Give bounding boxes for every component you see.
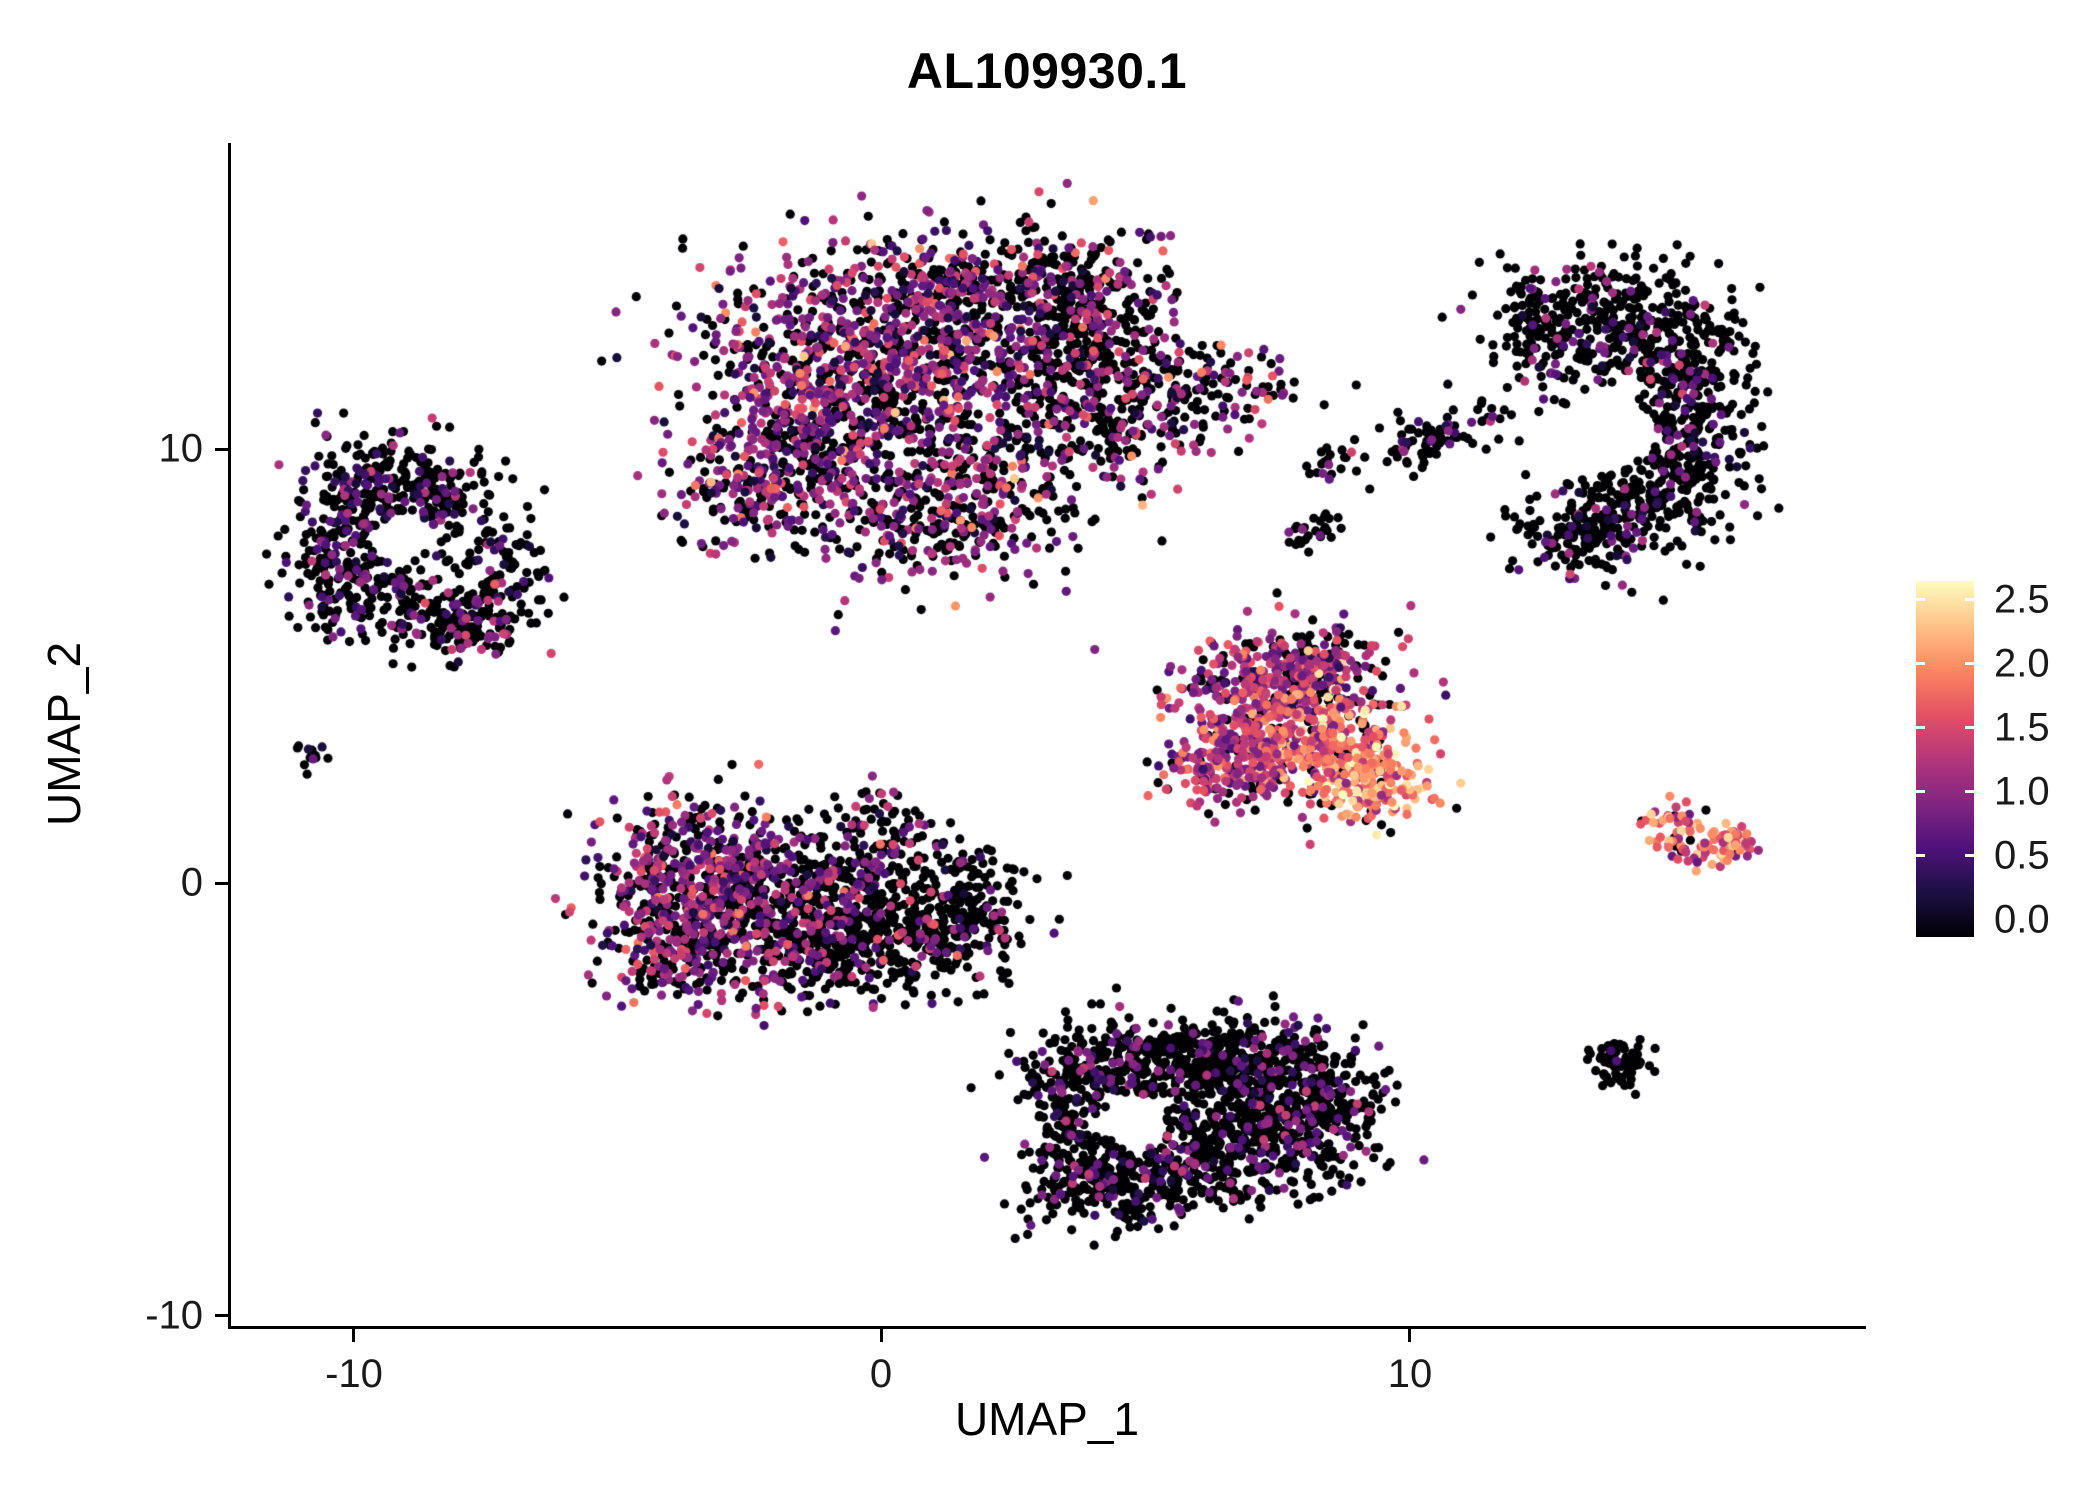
x-axis-title: UMAP_1 bbox=[954, 1393, 1140, 1445]
colorbar-tick-label: 0.0 bbox=[1994, 897, 2050, 942]
colorbar-tick-mark bbox=[1965, 598, 1974, 601]
y-tick-mark bbox=[215, 882, 228, 885]
colorbar-tick-label: 1.5 bbox=[1994, 705, 2050, 750]
x-tick-mark bbox=[880, 1329, 883, 1342]
x-tick-label: 10 bbox=[1387, 1352, 1433, 1396]
colorbar-gradient bbox=[1916, 581, 1974, 937]
y-tick-mark bbox=[215, 1314, 228, 1317]
colorbar-tick-mark bbox=[1916, 598, 1925, 601]
colorbar-tick-mark bbox=[1916, 854, 1925, 857]
y-tick-label: 0 bbox=[180, 860, 203, 905]
colorbar-tick-mark bbox=[1916, 662, 1925, 665]
colorbar-tick-mark bbox=[1965, 726, 1974, 729]
y-axis-line bbox=[228, 143, 231, 1329]
y-tick-mark bbox=[215, 448, 228, 451]
x-tick-label: 0 bbox=[869, 1352, 893, 1396]
y-axis-title: UMAP_2 bbox=[38, 641, 90, 827]
chart-title: AL109930.1 bbox=[906, 43, 1188, 99]
y-tick-label: -10 bbox=[145, 1293, 203, 1338]
colorbar-tick-mark bbox=[1965, 662, 1974, 665]
colorbar-tick-label: 2.0 bbox=[1994, 641, 2050, 686]
colorbar-tick-mark bbox=[1965, 854, 1974, 857]
x-axis-line bbox=[228, 1326, 1866, 1329]
x-tick-label: -10 bbox=[325, 1352, 383, 1396]
colorbar-tick-mark bbox=[1916, 726, 1925, 729]
colorbar-tick-mark bbox=[1916, 790, 1925, 793]
colorbar-tick-label: 2.5 bbox=[1994, 577, 2050, 622]
x-tick-mark bbox=[1408, 1329, 1411, 1342]
x-tick-mark bbox=[352, 1329, 355, 1342]
colorbar-tick-mark bbox=[1965, 790, 1974, 793]
colorbar bbox=[1916, 581, 1974, 937]
colorbar-tick-label: 1.0 bbox=[1994, 769, 2050, 814]
y-tick-label: 10 bbox=[158, 426, 204, 471]
colorbar-tick-label: 0.5 bbox=[1994, 833, 2050, 878]
